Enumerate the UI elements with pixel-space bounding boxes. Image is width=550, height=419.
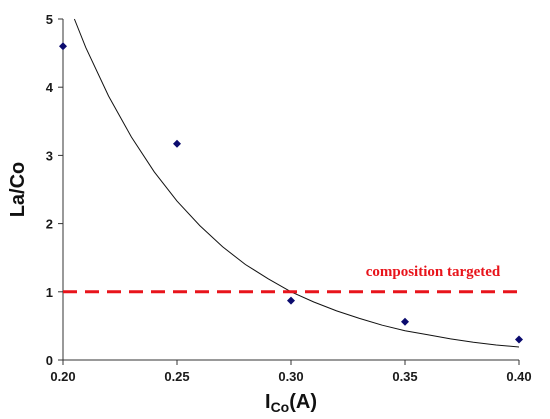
data-point [59,42,67,51]
x-axis-title: ICo(A) [265,391,317,415]
x-axis-title-main: I [265,391,271,413]
x-axis-title-subscript: Co [271,399,290,415]
y-tick-label: 0 [46,353,53,368]
y-tick-label: 3 [46,148,53,163]
y-tick-label: 4 [46,80,54,95]
x-axis-title-suffix: (A) [289,391,317,413]
x-tick-label: 0.20 [50,369,75,384]
data-point [173,139,181,148]
x-tick-labels: 0.20 0.25 0.30 0.35 0.40 [50,369,531,384]
x-tick-label: 0.30 [278,369,303,384]
fit-curve [73,18,520,348]
y-tick-label: 5 [46,12,53,27]
data-points [59,42,523,344]
x-tick-label: 0.25 [164,369,189,384]
axes [58,18,520,365]
y-tick-label: 1 [46,285,53,300]
reference-line-label: composition targeted [366,264,501,280]
x-tick-label: 0.35 [392,369,417,384]
x-tick-label: 0.40 [506,369,531,384]
y-tick-label: 2 [46,217,53,232]
data-point [515,335,523,344]
data-point [401,317,409,326]
y-axis-title: La/Co [7,162,29,218]
y-tick-labels: 0 1 2 3 4 5 [46,12,54,368]
data-point [287,296,295,305]
